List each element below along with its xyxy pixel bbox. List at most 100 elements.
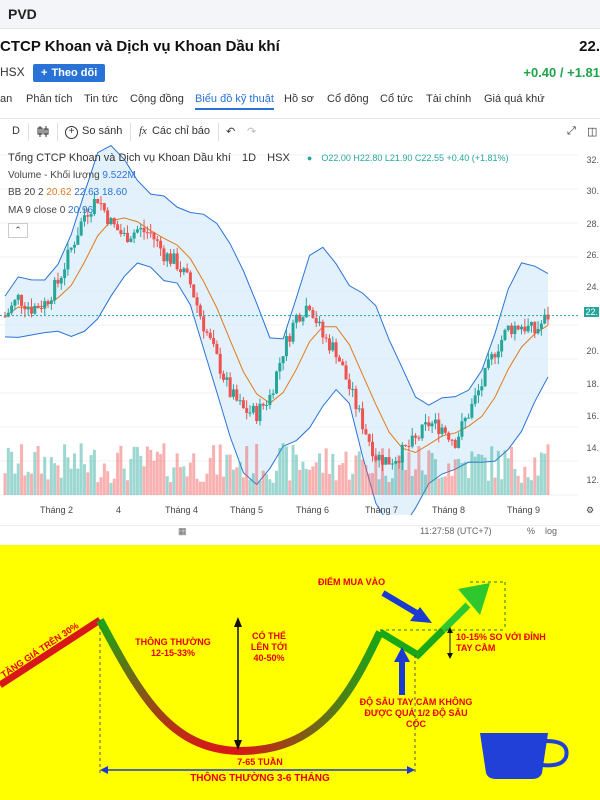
interval-button[interactable]: D — [12, 125, 20, 137]
candle — [126, 232, 130, 243]
volume-bar — [215, 474, 219, 495]
volume-bar — [139, 455, 143, 495]
legend-bollinger: BB 20 2 20.62 22.63 18.60 — [8, 187, 127, 198]
volume-bar — [453, 459, 457, 495]
candle-type-icon[interactable] — [37, 125, 49, 141]
volume-bar — [546, 444, 550, 495]
volume-bar — [361, 459, 365, 495]
candle — [327, 338, 331, 351]
tab-dividends[interactable]: Cổ tức — [380, 93, 414, 105]
rise-line — [0, 617, 102, 688]
candle — [46, 301, 50, 304]
volume-bar — [526, 477, 530, 495]
candle — [13, 299, 17, 306]
candle — [427, 422, 431, 427]
volume-bar — [205, 473, 209, 495]
indicators-label: Các chỉ báo — [151, 125, 211, 137]
volume-bar — [102, 463, 106, 495]
candle — [510, 325, 514, 335]
volume-bar — [500, 479, 504, 495]
candle — [10, 305, 14, 313]
candle — [33, 305, 37, 314]
candle — [159, 240, 163, 249]
volume-bar — [36, 445, 40, 495]
percent-toggle[interactable]: % — [527, 526, 536, 536]
volume-bar — [79, 443, 83, 495]
candle — [228, 377, 232, 397]
tab-profile[interactable]: Hồ sơ — [284, 93, 314, 105]
candle — [450, 439, 454, 441]
volume-bar — [182, 466, 186, 495]
settings-gear-icon[interactable]: ⚙ — [586, 505, 595, 515]
candle — [66, 249, 70, 270]
candle — [202, 316, 206, 332]
volume-bar — [384, 475, 388, 495]
volume-bar — [447, 463, 451, 495]
cup-left — [96, 618, 241, 755]
volume-bar — [318, 453, 322, 495]
volume-bar — [29, 473, 33, 495]
volume-bar — [543, 453, 547, 495]
volume-bar — [304, 468, 308, 495]
candle — [53, 279, 57, 301]
candle — [251, 405, 255, 413]
volume-bar — [202, 481, 206, 495]
volume-bar — [13, 473, 17, 495]
volume-bar — [324, 448, 328, 495]
volume-bar — [380, 448, 384, 495]
candle — [354, 388, 358, 410]
follow-button[interactable]: + Theo dõi — [33, 64, 106, 82]
volume-bar — [10, 451, 14, 495]
candle — [506, 325, 510, 330]
candle — [321, 321, 325, 338]
candle — [59, 278, 63, 284]
candle — [337, 357, 341, 362]
x-tick: Tháng 6 — [296, 505, 330, 515]
calendar-icon[interactable]: ▦ — [178, 526, 187, 536]
volume-bar — [513, 468, 517, 495]
volume-bar — [132, 446, 136, 495]
price-chart[interactable]: Tổng CTCP Khoan và Dịch vụ Khoan Dầu khí… — [0, 145, 600, 540]
volume-bar — [73, 453, 77, 495]
tab-analysis[interactable]: Phân tích — [26, 93, 73, 105]
volume-bar — [192, 453, 196, 495]
tab-price-history[interactable]: Giá quá khứ — [484, 93, 545, 105]
candle — [384, 457, 388, 465]
tab-shareholders[interactable]: Cổ đông — [327, 93, 369, 105]
volume-bar — [427, 450, 431, 495]
volume-bar — [106, 471, 110, 495]
volume-bar — [82, 464, 86, 495]
tab-technical-chart[interactable]: Biểu đồ kỹ thuật — [195, 93, 274, 110]
volume-bar — [460, 462, 464, 495]
candle — [301, 317, 305, 322]
tab-financials[interactable]: Tài chính — [426, 93, 472, 105]
legend-symbol-name: Tổng CTCP Khoan và Dịch vụ Khoan Dầu khí — [8, 152, 231, 164]
tab-overview[interactable]: an — [0, 93, 13, 105]
indicators-button[interactable]: fx Các chỉ báo — [139, 125, 210, 137]
candle — [291, 322, 295, 342]
plus-icon: + — [41, 67, 48, 79]
compare-button[interactable]: + So sánh — [65, 125, 122, 139]
volume-bar — [165, 476, 169, 495]
tab-news[interactable]: Tin tức — [84, 93, 118, 105]
collapse-legend-icon[interactable]: ⌃ — [8, 223, 28, 238]
bollinger-fill — [5, 145, 548, 515]
candle — [145, 232, 149, 234]
volume-bar — [23, 475, 27, 495]
candle — [526, 325, 530, 332]
redo-icon[interactable]: ↷ — [247, 126, 257, 138]
candle — [222, 373, 226, 380]
candle — [116, 224, 120, 231]
cup-icon — [480, 733, 548, 779]
screenshot-icon[interactable]: ◫ — [587, 126, 598, 138]
tab-community[interactable]: Cộng đồng — [130, 93, 184, 105]
undo-icon[interactable]: ↶ — [226, 126, 236, 138]
candle — [132, 232, 136, 239]
volume-bar — [539, 452, 543, 495]
volume-bar — [245, 446, 249, 495]
chart-plot[interactable] — [0, 145, 578, 515]
fullscreen-icon[interactable]: ⤢ — [567, 125, 576, 137]
breakout-target-label: 10-15% SO VỚI ĐỈNH TAY CẦM — [456, 632, 546, 653]
log-toggle[interactable]: log — [545, 526, 558, 536]
volume-bar — [222, 476, 226, 495]
